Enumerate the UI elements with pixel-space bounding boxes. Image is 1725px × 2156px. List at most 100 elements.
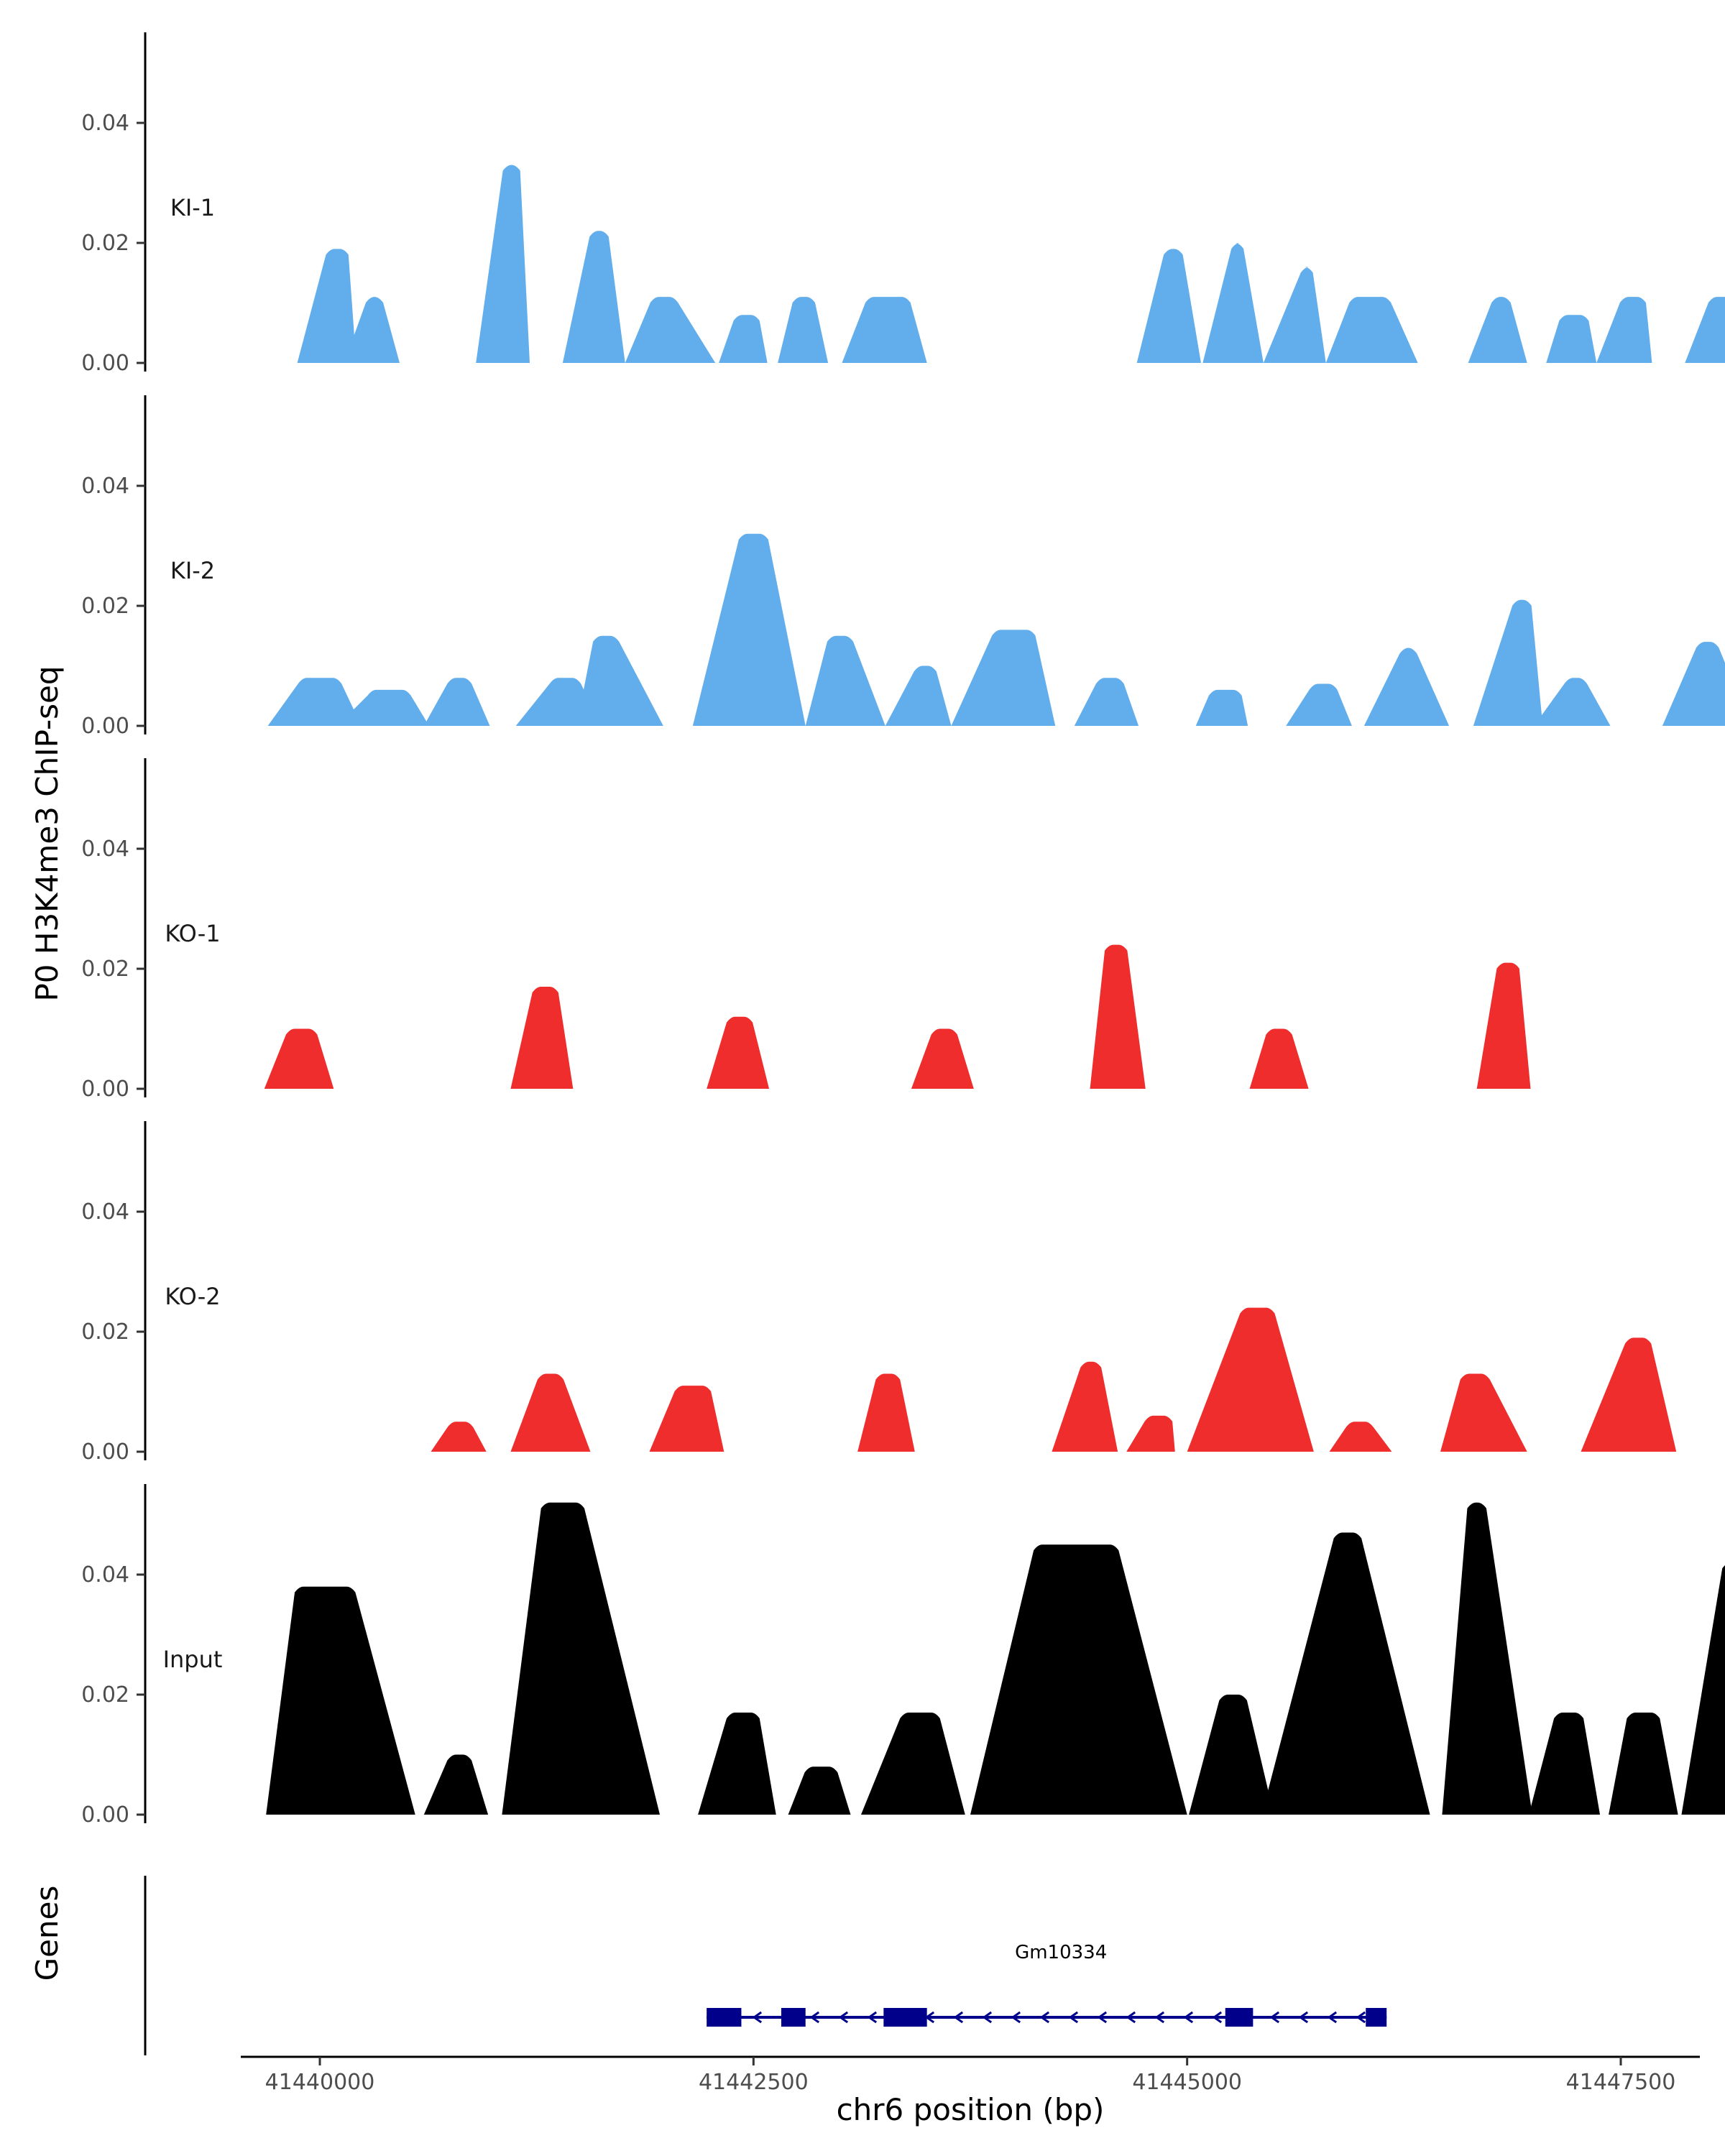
signal-peak bbox=[431, 1422, 487, 1452]
signal-peak bbox=[1286, 683, 1352, 726]
signal-peak bbox=[1534, 678, 1611, 726]
signal-peak bbox=[1662, 642, 1725, 726]
y-tick-label: 0.02 bbox=[81, 594, 129, 619]
signal-peak bbox=[297, 249, 356, 363]
y-tick-label: 0.00 bbox=[81, 714, 129, 739]
strand-arrow bbox=[752, 2011, 763, 2024]
y-tick-label: 0.02 bbox=[81, 231, 129, 256]
strand-arrow bbox=[953, 2011, 964, 2024]
strand-arrow bbox=[982, 2011, 993, 2024]
tracks-layer: 0.00 0.02 0.04 KI-1 0.00 0.02 0.04 KI-2 0.00 0.02… bbox=[81, 32, 1725, 1828]
gene-exon bbox=[1366, 2008, 1387, 2027]
signal-peak bbox=[510, 1373, 591, 1452]
signal-peak bbox=[1473, 599, 1543, 726]
strand-arrow bbox=[867, 2011, 878, 2024]
strand-arrow bbox=[1126, 2011, 1136, 2024]
x-tick-label: 41445000 bbox=[1132, 2070, 1242, 2095]
signal-peak bbox=[885, 665, 952, 726]
strand-arrow bbox=[1011, 2011, 1021, 2024]
signal-peak bbox=[707, 1016, 770, 1089]
strand-arrow bbox=[809, 2011, 820, 2024]
signal-peak bbox=[719, 315, 768, 363]
gene-exon bbox=[1225, 2008, 1254, 2027]
y-tick-label: 0.00 bbox=[81, 351, 129, 376]
signal-peak bbox=[264, 1028, 334, 1089]
y-tick-label: 0.00 bbox=[81, 1802, 129, 1828]
strand-arrow bbox=[1327, 2011, 1338, 2024]
strand-arrow bbox=[1269, 2011, 1280, 2024]
signal-peak bbox=[510, 987, 574, 1089]
strand-arrow bbox=[1154, 2011, 1165, 2024]
signal-peak bbox=[778, 297, 829, 363]
signal-peak bbox=[911, 1028, 974, 1089]
signal-peak bbox=[1052, 1361, 1118, 1452]
y-tick-label: 0.04 bbox=[81, 474, 129, 499]
signal-peak bbox=[337, 689, 430, 726]
signal-peak bbox=[1074, 678, 1139, 726]
strand-arrow bbox=[1068, 2011, 1079, 2024]
y-tick-label: 0.00 bbox=[81, 1439, 129, 1465]
signal-peak bbox=[344, 297, 400, 363]
x-tick-label: 41442500 bbox=[699, 2070, 809, 2095]
signal-peak bbox=[266, 1586, 415, 1815]
signal-peak bbox=[1476, 962, 1531, 1089]
track-panel-input: 0.00 0.02 0.04 Input bbox=[81, 1484, 1725, 1828]
x-tick-label: 41440000 bbox=[265, 2070, 375, 2095]
track-panel-ko-2: 0.00 0.02 0.04 KO-2 bbox=[81, 1121, 1677, 1465]
signal-peak bbox=[423, 678, 490, 726]
signal-peak bbox=[1546, 315, 1597, 363]
signal-peak bbox=[1136, 249, 1201, 363]
signal-peak bbox=[1126, 1415, 1175, 1452]
signal-peak bbox=[860, 1713, 965, 1815]
track-label: KO-2 bbox=[165, 1283, 220, 1310]
y-tick-label: 0.02 bbox=[81, 1682, 129, 1708]
signal-peak bbox=[1249, 1028, 1309, 1089]
signal-peak bbox=[1468, 297, 1527, 363]
strand-arrow bbox=[1298, 2011, 1309, 2024]
track-panel-ki-2: 0.00 0.02 0.04 KI-2 bbox=[81, 395, 1725, 739]
signal-peak bbox=[1329, 1422, 1392, 1452]
signal-peak bbox=[1440, 1373, 1527, 1452]
signal-peak bbox=[842, 297, 927, 363]
signal-peak bbox=[267, 678, 362, 726]
signal-peak bbox=[788, 1766, 851, 1815]
signal-peak bbox=[625, 297, 716, 363]
signal-peak bbox=[1681, 1565, 1725, 1815]
track-label: KI-1 bbox=[170, 194, 215, 221]
signal-peak bbox=[698, 1713, 776, 1815]
signal-peak bbox=[1195, 689, 1248, 726]
signal-peak bbox=[1189, 1695, 1274, 1815]
strand-arrow bbox=[1039, 2011, 1050, 2024]
y-tick-label: 0.04 bbox=[81, 1562, 129, 1588]
signal-peak bbox=[857, 1373, 915, 1452]
y-tick-label: 0.04 bbox=[81, 1199, 129, 1225]
strand-arrow bbox=[1356, 2011, 1366, 2024]
signal-peak bbox=[1263, 267, 1326, 363]
signal-peak bbox=[1202, 243, 1264, 363]
signal-peak bbox=[1090, 944, 1146, 1089]
x-tick-label: 41447500 bbox=[1566, 2070, 1676, 2095]
signal-peak bbox=[970, 1544, 1187, 1815]
signal-peak bbox=[1187, 1307, 1314, 1452]
track-label: KO-1 bbox=[165, 920, 220, 947]
gene-exon bbox=[883, 2008, 927, 2027]
y-tick-label: 0.02 bbox=[81, 957, 129, 982]
track-label: Input bbox=[163, 1646, 223, 1673]
y-tick-label: 0.04 bbox=[81, 837, 129, 862]
strand-arrow bbox=[1183, 2011, 1194, 2024]
strand-arrow bbox=[1212, 2011, 1223, 2024]
x-axis-title: chr6 position (bp) bbox=[837, 2092, 1105, 2127]
signal-peak bbox=[423, 1754, 489, 1815]
y-tick-label: 0.00 bbox=[81, 1077, 129, 1102]
track-panel-ko-1: 0.00 0.02 0.04 KO-1 bbox=[81, 758, 1531, 1102]
signal-peak bbox=[576, 635, 663, 726]
y-axis-title: P0 H3K4me3 ChIP-seq bbox=[29, 665, 65, 1001]
signal-peak bbox=[805, 635, 886, 726]
genes-track-title: Genes bbox=[29, 1886, 65, 1981]
track-panel-ki-1: 0.00 0.02 0.04 KI-1 bbox=[81, 32, 1725, 376]
genes-panel: Gm10334 bbox=[144, 1876, 1387, 2055]
signal-peak bbox=[649, 1386, 724, 1452]
gene-exon bbox=[707, 2008, 742, 2027]
gene-exon bbox=[781, 2008, 806, 2027]
